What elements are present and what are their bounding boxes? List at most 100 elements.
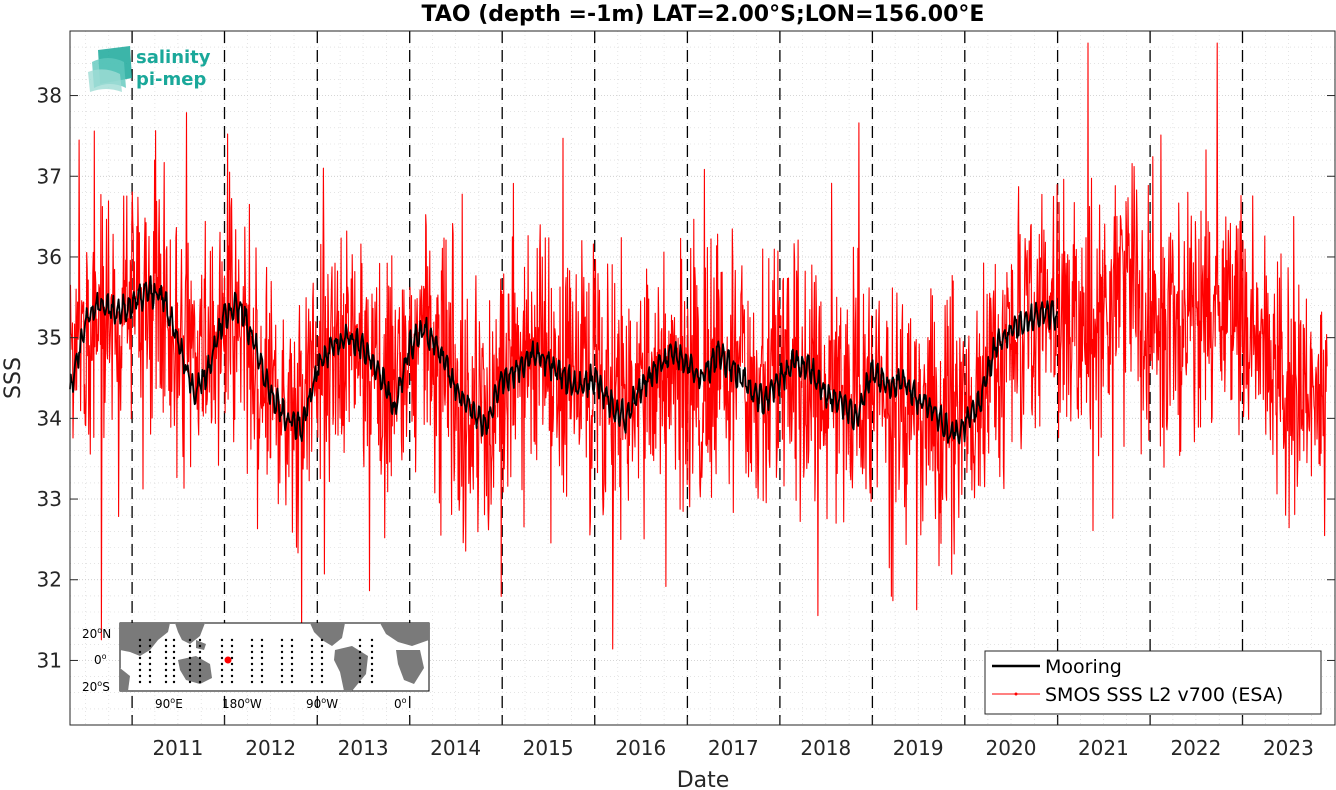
inset-mooring-dot: [138, 650, 142, 654]
inset-lon-180w: 180oW: [222, 696, 262, 711]
inset-lon-90w-deg: o: [321, 696, 326, 705]
inset-mooring-dot: [358, 638, 362, 642]
inset-mooring-dot: [220, 644, 224, 648]
inset-lon-90w-dir: W: [326, 697, 338, 711]
inset-mooring-dot: [164, 680, 168, 684]
inset-mooring-dot: [188, 662, 192, 666]
inset-mooring-dot: [370, 644, 374, 648]
inset-mooring-dot: [220, 680, 224, 684]
inset-lon-90w: 90oW: [306, 696, 338, 711]
x-tick-label: 2016: [615, 736, 666, 760]
axes-box: [69, 30, 1336, 726]
inset-mooring-dot: [280, 674, 284, 678]
inset-lat-20n-val: 20: [82, 627, 97, 641]
inset-mooring-dot: [310, 668, 314, 672]
series-mooring-line: [69, 275, 1059, 445]
inset-mooring-dot: [320, 662, 324, 666]
x-tick-labels: 2011 2012 2013 2014 2015 2016 2017 2018 2019 2020…: [152, 736, 1313, 760]
inset-mooring-dot: [164, 662, 168, 666]
inset-mooring-dot: [188, 650, 192, 654]
inset-mooring-dot: [220, 662, 224, 666]
inset-mooring-dot: [138, 668, 142, 672]
x-tick-label: 2022: [1170, 736, 1221, 760]
inset-mooring-dot: [188, 638, 192, 642]
inset-mooring-dot: [188, 644, 192, 648]
inset-mooring-dot: [138, 680, 142, 684]
inset-mooring-dot: [188, 674, 192, 678]
inset-mooring-dot: [148, 680, 152, 684]
inset-mooring-dot: [138, 656, 142, 660]
y-tick-label: 35: [37, 326, 62, 350]
salinity-pi-mep-logo: salinity pi-mep: [88, 46, 211, 92]
inset-mooring-dot: [310, 662, 314, 666]
inset-mooring-dot: [280, 668, 284, 672]
inset-mooring-dot: [290, 674, 294, 678]
inset-mooring-dot: [148, 656, 152, 660]
inset-mooring-dot: [370, 638, 374, 642]
inset-mooring-dot: [290, 650, 294, 654]
inset-mooring-dot: [250, 638, 254, 642]
inset-mooring-dot: [290, 656, 294, 660]
inset-mooring-dot: [310, 650, 314, 654]
y-tick-label: 32: [37, 568, 62, 592]
legend-box: [984, 650, 1322, 715]
inset-mooring-dot: [220, 650, 224, 654]
x-tick-label: 2023: [1263, 736, 1314, 760]
inset-location-map: 20oN 0o 20oS 90oE 180oW 90oW 0o: [82, 622, 430, 711]
inset-mooring-dot: [172, 668, 176, 672]
inset-mooring-dot: [290, 638, 294, 642]
inset-mooring-dot: [370, 656, 374, 660]
inset-mooring-dot: [172, 644, 176, 648]
y-tick-label: 37: [37, 164, 62, 188]
inset-mooring-dot: [172, 638, 176, 642]
inset-mooring-dot: [320, 674, 324, 678]
inset-mooring-dot: [280, 662, 284, 666]
inset-mooring-dot: [172, 680, 176, 684]
x-tick-label: 2014: [430, 736, 481, 760]
inset-mooring-dot: [148, 650, 152, 654]
inset-mooring-dot: [260, 644, 264, 648]
inset-mooring-dot: [260, 662, 264, 666]
y-tick-label: 38: [37, 84, 62, 108]
inset-mooring-dot: [310, 680, 314, 684]
inset-mooring-dot: [138, 638, 142, 642]
inset-mooring-dot: [358, 662, 362, 666]
inset-mooring-dot: [250, 662, 254, 666]
inset-mooring-dot: [172, 662, 176, 666]
inset-lat-20s-dir: S: [102, 680, 110, 694]
inset-mooring-dot: [250, 668, 254, 672]
x-axis-label: Date: [677, 768, 730, 790]
legend-label-smos: SMOS SSS L2 v700 (ESA): [1045, 684, 1283, 706]
x-tick-label: 2011: [152, 736, 203, 760]
inset-mooring-dot: [198, 668, 202, 672]
logo-line1: salinity: [136, 47, 211, 68]
inset-mooring-dot: [220, 638, 224, 642]
inset-mooring-dot: [220, 668, 224, 672]
inset-mooring-dot: [320, 644, 324, 648]
inset-lon-180w-dir: W: [250, 697, 262, 711]
inset-mooring-dot: [230, 662, 234, 666]
inset-mooring-dot: [138, 644, 142, 648]
series-layer: [69, 42, 1328, 650]
x-tick-label: 2015: [523, 736, 574, 760]
inset-mooring-dot: [358, 674, 362, 678]
minor-grid: [70, 31, 1335, 725]
inset-mooring-dot: [148, 662, 152, 666]
x-tick-label: 2013: [338, 736, 389, 760]
inset-lat-20s: 20oS: [82, 679, 110, 694]
inset-mooring-dot: [320, 638, 324, 642]
inset-mooring-dot: [260, 680, 264, 684]
inset-mooring-dot: [148, 668, 152, 672]
chart-title: TAO (depth =-1m) LAT=2.00°S;LON=156.00°E: [422, 2, 985, 27]
y-tick-label: 33: [37, 487, 62, 511]
inset-mooring-dot: [138, 662, 142, 666]
inset-mooring-dot: [230, 680, 234, 684]
inset-mooring-dot: [370, 668, 374, 672]
inset-lon-180w-val: 180: [222, 697, 245, 711]
inset-mooring-dot: [164, 674, 168, 678]
inset-lat-0: 0o: [94, 652, 107, 667]
logo-line2: pi-mep: [136, 69, 206, 90]
inset-station-marker: [224, 656, 232, 664]
inset-mooring-dot: [310, 656, 314, 660]
